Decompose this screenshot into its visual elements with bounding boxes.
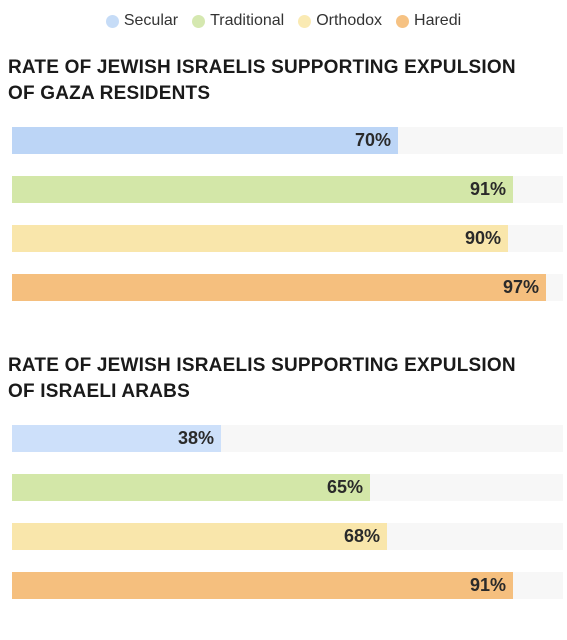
legend-item-orthodox: Orthodox	[298, 12, 382, 30]
legend-item-haredi: Haredi	[396, 12, 461, 30]
legend-item-secular: Secular	[105, 12, 179, 30]
bar-track-secular: 70%	[12, 127, 563, 154]
legend-dot-orthodox	[298, 14, 312, 28]
bar-secular: 38%	[12, 425, 221, 452]
legend-item-traditional: Traditional	[192, 12, 284, 30]
bar-secular: 70%	[12, 127, 398, 154]
bar-value-label-orthodox: 90%	[464, 228, 501, 248]
bar-track-orthodox: 90%	[12, 225, 563, 252]
legend-dot-secular	[105, 14, 119, 28]
chart-title: RATE OF JEWISH ISRAELIS SUPPORTING EXPUL…	[8, 355, 516, 402]
bar-track-traditional: 65%	[12, 474, 563, 501]
bar-traditional: 65%	[12, 474, 370, 501]
bar-value-label-secular: 38%	[177, 428, 214, 448]
bar-haredi: 97%	[12, 274, 546, 301]
bar-value-label-traditional: 91%	[469, 179, 506, 199]
chart-gaza-residents: RATE OF JEWISH ISRAELIS SUPPORTING EXPUL…	[0, 55, 567, 323]
chart-israeli-arabs: RATE OF JEWISH ISRAELIS SUPPORTING EXPUL…	[0, 353, 567, 621]
bar-value-label-haredi: 91%	[469, 575, 506, 595]
chart-title: RATE OF JEWISH ISRAELIS SUPPORTING EXPUL…	[8, 57, 516, 104]
legend-label-orthodox: Orthodox	[316, 12, 383, 29]
bar-area: 38% 65% 68% 91%	[0, 425, 567, 621]
bar-value-label-orthodox: 68%	[343, 526, 380, 546]
bar-track-haredi: 91%	[12, 572, 563, 599]
bar-track-orthodox: 68%	[12, 523, 563, 550]
bar-haredi: 91%	[12, 572, 513, 599]
legend-dot-traditional	[192, 14, 206, 28]
bar-value-label-secular: 70%	[354, 130, 391, 150]
legend-label-secular: Secular	[123, 12, 179, 29]
bar-traditional: 91%	[12, 176, 513, 203]
bar-value-label-haredi: 97%	[502, 277, 539, 297]
legend-dot-haredi	[396, 14, 410, 28]
bar-orthodox: 68%	[12, 523, 387, 550]
bar-track-haredi: 97%	[12, 274, 563, 301]
legend: Secular Traditional Orthodox Haredi	[0, 12, 567, 30]
bar-track-secular: 38%	[12, 425, 563, 452]
bar-orthodox: 90%	[12, 225, 508, 252]
bar-area: 70% 91% 90% 97%	[0, 127, 567, 323]
bar-value-label-traditional: 65%	[326, 477, 363, 497]
legend-label-traditional: Traditional	[210, 12, 285, 29]
bar-track-traditional: 91%	[12, 176, 563, 203]
legend-label-haredi: Haredi	[414, 12, 462, 29]
